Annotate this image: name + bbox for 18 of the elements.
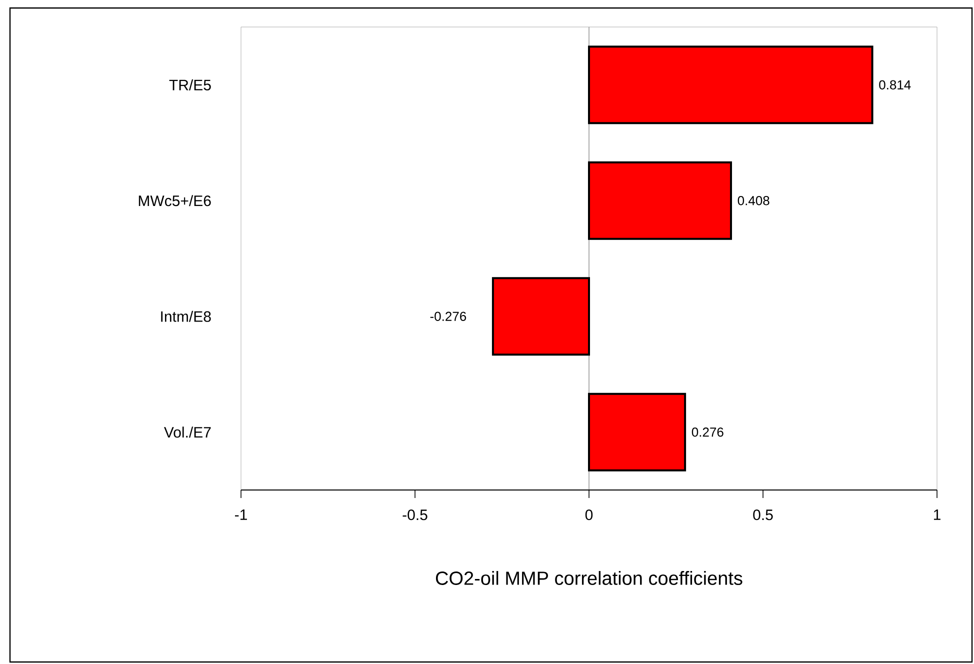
bar [492,277,590,356]
x-tick-label: 0.5 [753,510,773,520]
x-tick-label: 1 [934,510,940,520]
bar [588,46,874,124]
bar [588,161,732,240]
bar [588,392,686,472]
data-label: 0.408 [738,196,770,206]
data-label: 0.276 [692,428,724,437]
x-tick-label: 0 [585,510,593,520]
y-tick-label: TR/E5 [169,79,211,90]
data-label: -0.276 [430,312,466,321]
x-tick-label: -0.5 [402,510,428,520]
x-tick-label: -1 [234,510,247,520]
data-label: 0.814 [879,80,911,90]
y-tick-label: Vol./E7 [164,426,211,438]
x-axis-title: CO2-oil MMP correlation coefficients [436,571,742,585]
y-tick-label: MWc5+/E6 [138,195,211,206]
y-tick-label: Intm/E8 [161,310,211,322]
